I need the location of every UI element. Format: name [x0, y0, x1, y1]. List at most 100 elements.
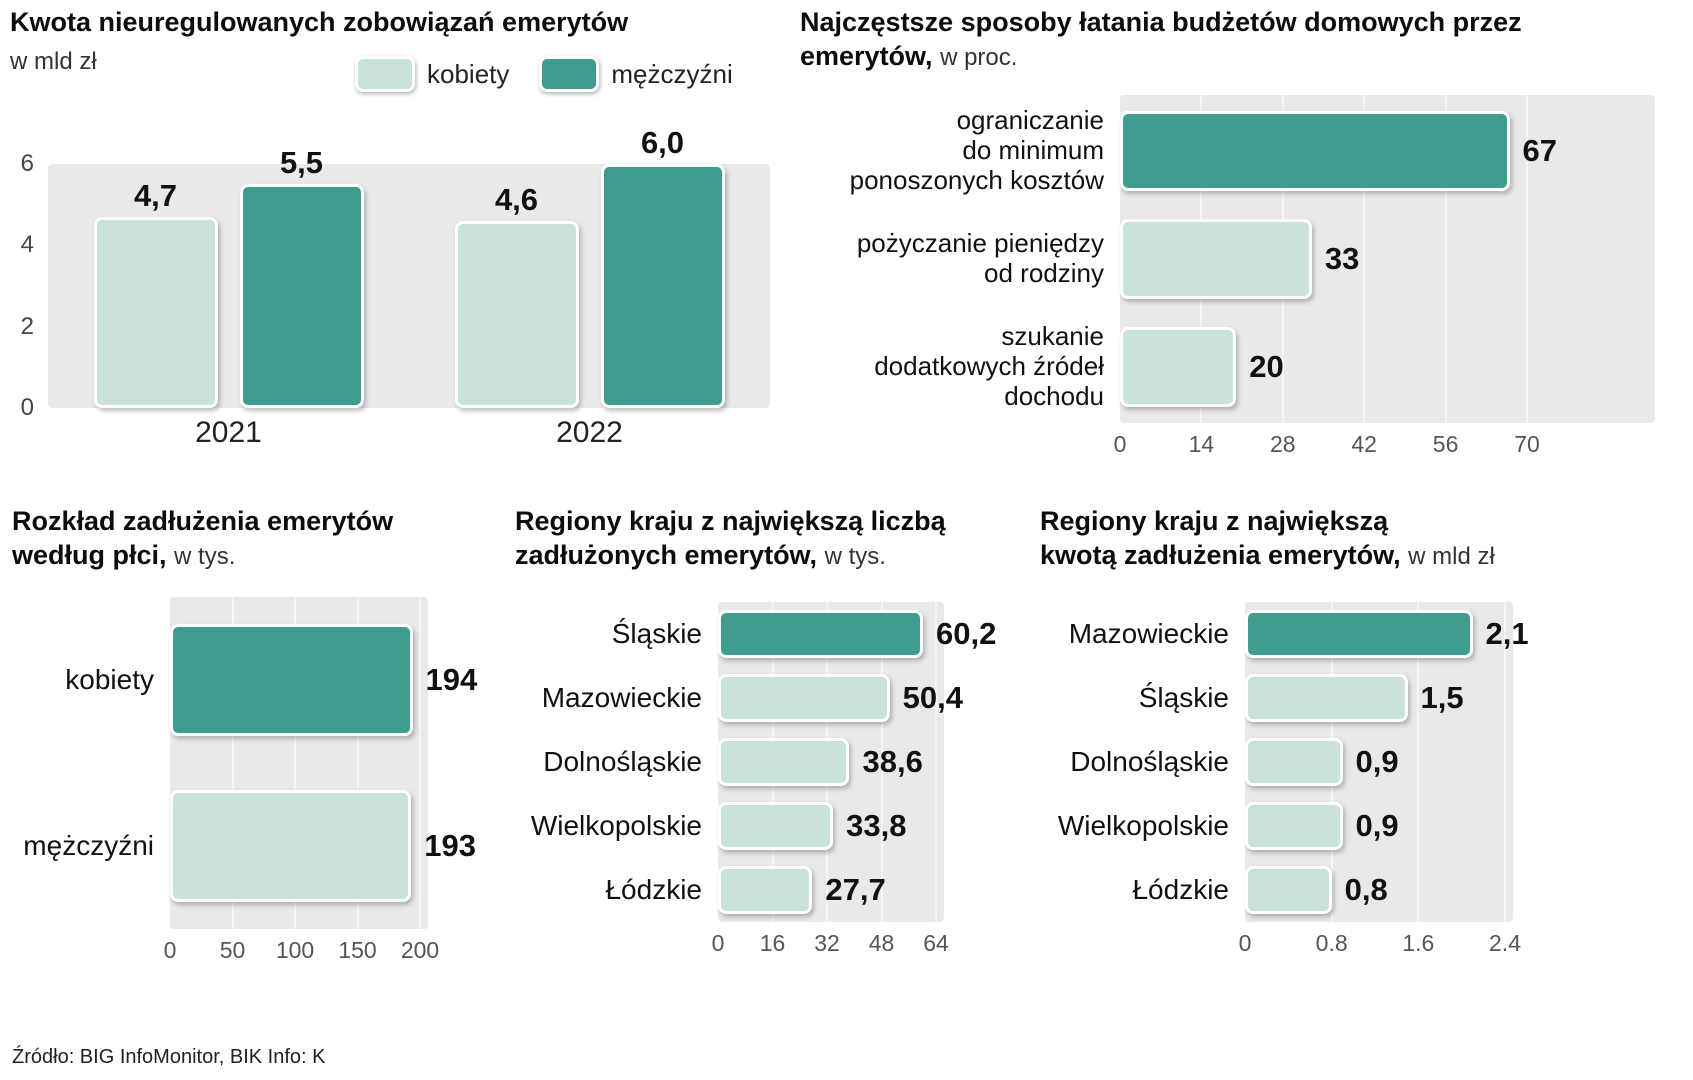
category-label: Łódzkie: [605, 873, 702, 905]
bar-ograniczanie-do-minimum-ponoszonych-kosztów: [1120, 111, 1510, 192]
bar-row: Mazowieckie 50,4: [515, 674, 1030, 722]
value-label: 4,6: [494, 181, 539, 217]
bar-track: 0,8: [1245, 866, 1505, 914]
value-label: 27,7: [825, 872, 886, 907]
bar-szukanie-dodatkowych-źródeł-dochodu: [1120, 326, 1237, 407]
x-tick-label: 0: [1113, 431, 1127, 457]
legend-label-mezczyzni: mężczyźni: [611, 58, 733, 89]
bar-Dolnośląskie: [1245, 738, 1343, 786]
bar-track: 2,1: [1245, 610, 1529, 658]
x-tick-label: 0: [1238, 930, 1252, 956]
gridline: [231, 597, 234, 929]
gridline: [294, 597, 296, 929]
chart-title: Najczęstsze sposoby łatania budżetów dom…: [800, 6, 1688, 74]
value-label: 193: [424, 828, 476, 863]
gridline: [935, 602, 937, 922]
gridline: [1526, 95, 1528, 423]
x-tick-label: 2.4: [1489, 930, 1521, 956]
y-tick-label: 6: [20, 150, 34, 177]
x-axis: 2021 2022: [48, 416, 770, 452]
bar-row: Łódzkie 0,8: [1040, 866, 1690, 914]
bar-row: pożyczanie pieniędzy od rodziny 33: [800, 218, 1688, 299]
plot-body: Mazowieckie 2,1 Śląskie 1,5 Dolnośląskie 0,9 W…: [1040, 602, 1690, 956]
bar-group-2021: 4,7 5,5: [93, 147, 364, 408]
bar-mężczyźni: [170, 790, 412, 902]
bar-kobiety: [170, 624, 413, 736]
bar-row: Wielkopolskie 33,8: [515, 802, 1030, 850]
bar-slot: 6,0: [600, 127, 725, 408]
bar-row: Dolnośląskie 0,9: [1040, 738, 1690, 786]
category-label: Mazowieckie: [541, 681, 702, 713]
y-tick-label: 4: [20, 231, 34, 259]
category-label: mężczyźni: [23, 829, 154, 861]
bar-slot: 5,5: [239, 147, 364, 408]
bar-track: 33: [1120, 218, 1527, 299]
bar-pożyczanie-pieniędzy-od-rodziny: [1120, 218, 1312, 299]
bar-row: Śląskie 1,5: [1040, 674, 1690, 722]
value-label: 0,9: [1355, 744, 1399, 779]
chart-title: Regiony kraju z największą kwotą zadłuże…: [1040, 505, 1690, 573]
bar-Wielkopolskie: [1245, 802, 1343, 850]
bar-Śląskie: [1245, 674, 1408, 722]
chart-title: Regiony kraju z największą liczbą zadłuż…: [515, 505, 1030, 573]
chart-title-text: Rozkład zadłużenia emerytów według płci,: [12, 506, 394, 570]
y-tick-label: 2: [20, 312, 34, 340]
category-label: szukanie dodatkowych źródeł dochodu: [874, 320, 1104, 411]
bar-track: 67: [1120, 111, 1557, 192]
x-tick-label: 200: [400, 937, 440, 963]
value-label: 50,4: [902, 680, 964, 715]
x-tick-label: 14: [1188, 431, 1215, 457]
value-label: 2,1: [1485, 616, 1529, 651]
bar-row: Mazowieckie 2,1: [1040, 610, 1690, 658]
value-label: 194: [425, 662, 478, 697]
value-label: 20: [1249, 348, 1284, 384]
bar-rows: kobiety 194 mężczyźni 193: [12, 597, 507, 929]
chart-title: Rozkład zadłużenia emerytów według płci,…: [12, 505, 507, 573]
bar-kobiety-2021: [93, 216, 218, 408]
value-label: 33: [1324, 240, 1360, 276]
gridlines: [170, 597, 421, 929]
bar-row: Wielkopolskie 0,9: [1040, 802, 1690, 850]
chart-subtitle: w proc.: [940, 43, 1018, 71]
value-label: 67: [1522, 133, 1558, 169]
chart-title-text: Najczęstsze sposoby łatania budżetów dom…: [800, 7, 1522, 71]
value-label: 60,2: [936, 616, 997, 651]
category-label: ograniczanie do minimum ponoszonych kosz…: [849, 105, 1104, 196]
category-label: Wielkopolskie: [530, 809, 702, 841]
value-label: 38,6: [862, 744, 923, 779]
bar-Mazowieckie: [718, 674, 890, 722]
chart-subtitle: w tys.: [824, 542, 886, 570]
bar-group-2022: 4,6 6,0: [454, 127, 725, 408]
bar-track: 27,7: [718, 866, 936, 914]
chart-legend: kobiety mężczyźni: [355, 56, 751, 92]
gridline: [1417, 602, 1420, 922]
chart-subtitle: w mld zł: [10, 47, 97, 75]
bar-row: Śląskie 60,2: [515, 610, 1030, 658]
bar-Łódzkie: [1245, 866, 1332, 914]
x-tick-label: 56: [1432, 431, 1459, 457]
gridline: [419, 597, 421, 929]
bar-track: 0,9: [1245, 738, 1505, 786]
x-axis: 0 16 32 48 64: [712, 930, 949, 960]
x-tick-label: 28: [1270, 431, 1296, 457]
x-axis: 0 14 28 42 56 70: [1114, 431, 1540, 461]
value-label: 33,8: [846, 808, 907, 843]
category-label: Śląskie: [611, 617, 702, 649]
bar-Wielkopolskie: [718, 802, 834, 850]
x-axis: 0 0.8 1.6 2.4: [1239, 930, 1521, 960]
bar-rows: Mazowieckie 2,1 Śląskie 1,5 Dolnośląskie 0,9 W…: [1040, 602, 1690, 922]
bar-rows: Śląskie 60,2 Mazowieckie 50,4 Dolnośląskie 38…: [515, 602, 1030, 922]
plot-body: kobiety 194 mężczyźni 193 0 50 100 150 200: [12, 597, 507, 963]
category-label: Łódzkie: [1132, 873, 1229, 905]
x-tick-label: 0: [711, 930, 725, 956]
chart-unpaid-liabilities: Kwota nieuregulowanych zobowiązań emeryt…: [10, 6, 782, 492]
x-tick-label: 1.6: [1402, 930, 1435, 956]
legend-swatch-mezczyzni: [539, 56, 600, 92]
x-tick-label: 16: [759, 930, 786, 956]
bar-track: 50,4: [718, 674, 963, 722]
category-label: pożyczanie pieniędzy od rodziny: [856, 228, 1104, 288]
bar-row: ograniczanie do minimum ponoszonych kosz…: [800, 106, 1688, 196]
chart-title-text: Kwota nieuregulowanych zobowiązań emeryt…: [10, 7, 629, 37]
bar-track: 38,6: [718, 738, 936, 786]
bar-Łódzkie: [718, 866, 813, 914]
